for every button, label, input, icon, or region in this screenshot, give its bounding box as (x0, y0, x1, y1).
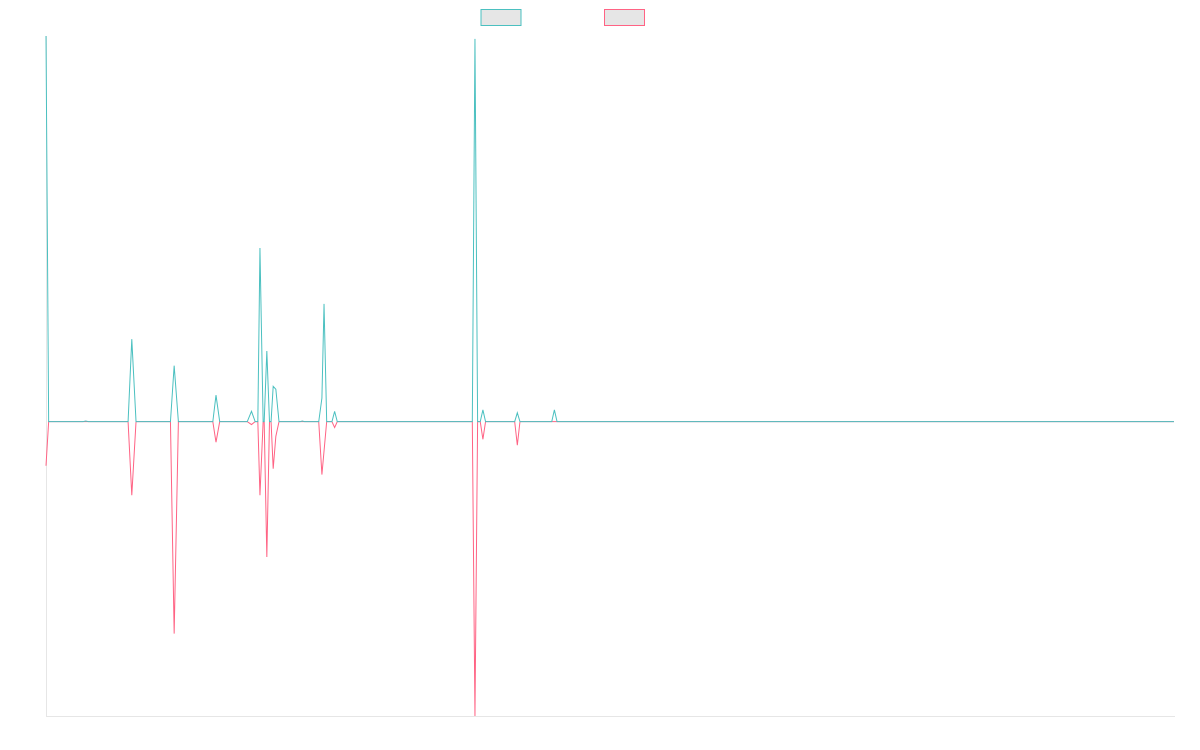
legend (480, 9, 645, 26)
legend-swatch-series-b[interactable] (604, 9, 645, 26)
series-group (45, 35, 1174, 717)
series-line-a (45, 35, 1174, 423)
legend-swatch-series-a[interactable] (480, 9, 522, 26)
series-line-b (45, 421, 1174, 717)
